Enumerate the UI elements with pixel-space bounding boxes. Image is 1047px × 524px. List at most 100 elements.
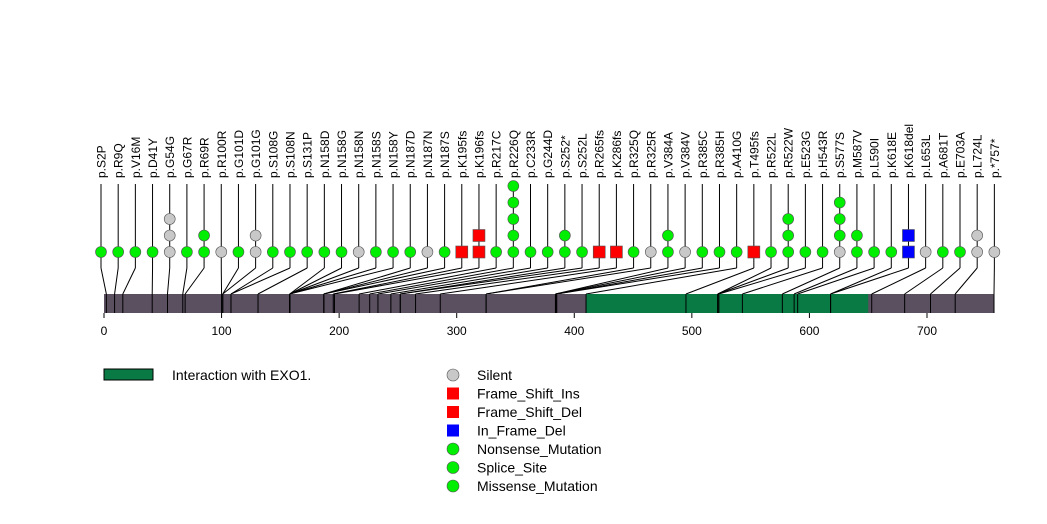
mutation-label: p.S108N [283, 131, 297, 178]
mutation-marker [387, 246, 399, 258]
connector-line [742, 267, 823, 295]
connector-line [717, 267, 789, 295]
connector-line [830, 267, 892, 295]
legend-swatch [447, 387, 459, 400]
connector-line [400, 267, 583, 295]
mutation-marker [627, 246, 640, 258]
connector-line [323, 267, 445, 295]
mutation-label: p.D41Y [146, 138, 160, 178]
mutation-label: p.S108G [266, 131, 280, 178]
mutation-marker [129, 246, 142, 258]
x-tick-label: 0 [101, 324, 108, 338]
mutation-marker [284, 246, 296, 258]
mutation-label: p.T495fs [747, 131, 761, 178]
mutation-marker [937, 246, 949, 258]
mutation-label: p.R69R [198, 137, 212, 178]
connector-line [718, 267, 806, 295]
connector-line [222, 267, 256, 295]
legend-label: Splice_Site [477, 460, 547, 476]
mutation-label: p.G244D [541, 130, 555, 178]
connector-line [782, 267, 840, 295]
domain-legend-swatch [103, 368, 154, 381]
mutation-marker [782, 229, 795, 242]
legend-label: Frame_Shift_Del [477, 404, 582, 420]
mutation-marker [404, 246, 417, 258]
connector-line [114, 267, 119, 295]
x-tick-label: 700 [917, 324, 937, 338]
mutation-label: p.S2P [95, 145, 109, 178]
legend-label: In_Frame_Del [477, 423, 566, 439]
mutation-marker [249, 229, 262, 242]
mutation-marker [662, 246, 674, 258]
mutation-label: p.L653L [919, 134, 933, 178]
mutation-label: p.L724L [971, 134, 985, 178]
mutation-labels: p.S2P p.R9Q p.V16M p.D41Y p.G54G p.G67R p.R69R… [95, 124, 1002, 178]
mutation-marker [833, 246, 846, 258]
mutation-label: p.R522W [782, 127, 796, 178]
mutation-label: p.A681T [936, 132, 950, 178]
mutation-marker [644, 246, 657, 258]
mutation-label: p.N187D [404, 130, 418, 178]
mutation-marker [833, 213, 846, 225]
connector-line [359, 267, 497, 295]
connector-line [486, 267, 651, 295]
connector-line [166, 267, 171, 295]
mutation-marker [765, 246, 777, 258]
mutation-label: p.E703A [954, 132, 968, 178]
mutation-label: p.R217C [490, 130, 504, 178]
x-tick-label: 100 [212, 324, 232, 338]
legend-swatch [446, 461, 460, 474]
connector-line [184, 267, 205, 295]
mutation-marker [833, 229, 846, 242]
domain-legend-label: Interaction with EXO1. [172, 367, 311, 383]
connector-line [793, 267, 858, 295]
legend-swatch [446, 479, 460, 493]
x-tick-label: 400 [564, 324, 584, 338]
x-axis: 0 100 200 300 400 500 600 700 [101, 313, 937, 338]
mutation-marker [163, 229, 176, 242]
mutation-marker [146, 246, 159, 258]
mutation-label: p.K195fs [455, 131, 469, 178]
mutation-marker [799, 246, 812, 258]
connector-line [289, 267, 359, 295]
connector-line [230, 267, 274, 295]
mutation-label: p.N158D [318, 130, 332, 178]
mutation-label: p.N158N [352, 131, 366, 178]
mutation-marker [851, 246, 863, 258]
connector-line [222, 267, 239, 295]
mutation-label: p.N187S [438, 131, 452, 178]
mutation-label: p.R385C [696, 130, 710, 178]
mutation-marker [352, 246, 365, 258]
mutation-label: p.K286fs [610, 131, 624, 178]
connector-line [323, 267, 411, 295]
domain-0 [586, 294, 869, 313]
mutation-label: p.N158G [335, 130, 349, 178]
connector-line [182, 267, 188, 295]
mutation-label: p.A410G [730, 131, 744, 178]
mutation-marker [679, 246, 691, 258]
mutation-marker [335, 246, 348, 258]
legend-label: Nonsense_Mutation [477, 441, 602, 457]
mutation-marker [713, 246, 726, 258]
mutation-label: p.R265fs [593, 130, 607, 178]
connector-line [289, 267, 325, 295]
mutation-label: p.R9Q [112, 143, 126, 178]
legend-swatch [446, 442, 460, 456]
mutation-label: p.N158S [369, 131, 383, 178]
mutation-marker [266, 246, 279, 258]
connector-line [334, 267, 480, 295]
legend-label: Missense_Mutation [477, 478, 598, 494]
legend-swatch [447, 406, 459, 418]
mutation-marker [472, 229, 486, 242]
connector-line [377, 267, 531, 295]
connector-line [390, 267, 548, 295]
mutation-marker [851, 229, 863, 242]
mutation-marker [559, 229, 571, 242]
mutation-label: p.G67R [180, 136, 194, 178]
mutation-label: p.R385H [713, 131, 727, 178]
mutation-label: p.G101D [232, 130, 246, 178]
mutation-marker [181, 246, 193, 258]
connector-line [257, 267, 308, 295]
mutation-marker [782, 213, 795, 225]
connector-line [333, 267, 462, 295]
